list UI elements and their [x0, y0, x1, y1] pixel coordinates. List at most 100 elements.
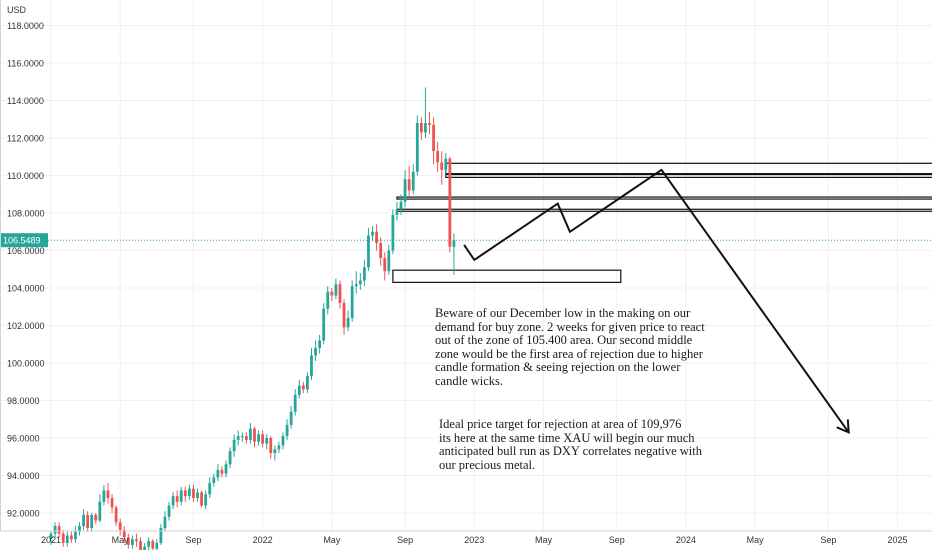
- candle-body: [338, 284, 342, 303]
- candle-body: [131, 539, 134, 545]
- candle-body: [196, 492, 199, 498]
- candle-body: [200, 492, 203, 506]
- candle-body: [204, 494, 208, 506]
- y-tick-label: 98.0000: [7, 396, 40, 406]
- candle-body: [411, 171, 415, 191]
- projection: [463, 168, 850, 434]
- x-tick-label: Sep: [397, 535, 413, 545]
- candle-body: [419, 123, 423, 133]
- candle-body: [208, 483, 212, 495]
- x-tick-label: 2025: [888, 535, 908, 545]
- candle-body: [261, 434, 265, 444]
- candle-body: [297, 385, 301, 395]
- x-tick-label: 2024: [676, 535, 696, 545]
- candle-body: [224, 464, 228, 474]
- y-tick-label: 118.0000: [7, 21, 44, 31]
- x-tick-label: May: [323, 535, 341, 545]
- current-price-label: 106.5489: [3, 236, 41, 246]
- candle-body: [216, 469, 220, 478]
- candle-body: [318, 340, 322, 348]
- candle-body: [375, 231, 378, 243]
- y-tick-label: 96.0000: [7, 434, 40, 444]
- zone-box: [392, 269, 622, 283]
- projection-arrowhead: [836, 419, 850, 434]
- candle-body: [106, 490, 110, 498]
- candle-body: [163, 516, 167, 528]
- candle-body: [257, 434, 260, 442]
- currency-label: USD: [7, 5, 27, 15]
- candle-body: [383, 258, 387, 272]
- candle-body: [322, 308, 326, 341]
- x-tick-label: 2023: [464, 535, 484, 545]
- candle-body: [440, 162, 444, 170]
- candle-body: [74, 531, 77, 540]
- y-tick-label: 110.0000: [7, 171, 44, 181]
- candle-body: [167, 505, 171, 517]
- zone-box: [445, 162, 932, 176]
- candle-body: [114, 507, 118, 523]
- candle-body: [293, 394, 297, 412]
- current-price-tag: [0, 233, 48, 248]
- zone-box: [396, 196, 932, 200]
- candle-body: [135, 539, 138, 542]
- candle-body: [310, 355, 313, 377]
- y-tick-label: 92.0000: [7, 509, 40, 519]
- candle-body: [253, 428, 256, 442]
- candle-body: [379, 243, 383, 258]
- candle-body: [82, 514, 85, 527]
- y-tick-label: 94.0000: [7, 471, 40, 481]
- candle-body: [367, 235, 370, 268]
- y-tick-label: 114.0000: [7, 96, 44, 106]
- candle-body: [236, 436, 240, 440]
- candle-body: [212, 477, 216, 483]
- candle-body: [232, 439, 236, 452]
- candle-body: [334, 284, 338, 296]
- candle-body: [448, 158, 452, 247]
- y-tick-label: 116.0000: [7, 59, 44, 69]
- candle-body: [183, 490, 187, 497]
- x-tick-label: May: [535, 535, 553, 545]
- candles: [49, 87, 456, 555]
- candle-body: [122, 529, 126, 538]
- candle-body: [424, 123, 427, 133]
- zone-box: [396, 208, 932, 212]
- candle-body: [452, 240, 456, 247]
- candle-body: [126, 537, 130, 545]
- projection-path: [463, 168, 850, 433]
- candle-body: [171, 496, 175, 506]
- candle-body: [179, 490, 183, 502]
- candle-body: [281, 436, 285, 446]
- candle-body: [415, 123, 419, 172]
- candle-body: [151, 541, 155, 549]
- candle-body: [98, 501, 102, 521]
- candle-body: [143, 546, 147, 551]
- candle-body: [403, 179, 407, 202]
- candle-body: [110, 498, 114, 508]
- candle-body: [69, 535, 73, 540]
- candle-body: [399, 201, 403, 210]
- x-tick-label: Sep: [609, 535, 625, 545]
- x-tick-label: Sep: [820, 535, 836, 545]
- y-tick-label: 104.0000: [7, 284, 45, 294]
- candle-body: [342, 303, 346, 328]
- candle-body: [436, 151, 440, 163]
- candle-body: [395, 209, 399, 215]
- y-tick-label: 108.0000: [7, 209, 45, 219]
- candle-body: [387, 250, 391, 272]
- annotation-demand-zone: Beware of our December low in the making…: [435, 306, 705, 388]
- candle-body: [428, 123, 431, 125]
- candle-body: [94, 514, 98, 521]
- x-tick-label: 2021: [41, 535, 61, 545]
- candle-body: [228, 451, 232, 465]
- candle-body: [155, 543, 159, 549]
- candle-body: [362, 267, 366, 281]
- candle-body: [86, 514, 90, 528]
- candle-body: [326, 291, 330, 309]
- candle-body: [61, 533, 65, 543]
- candle-body: [118, 522, 122, 530]
- candle-body: [269, 438, 273, 453]
- x-tick-label: May: [747, 535, 765, 545]
